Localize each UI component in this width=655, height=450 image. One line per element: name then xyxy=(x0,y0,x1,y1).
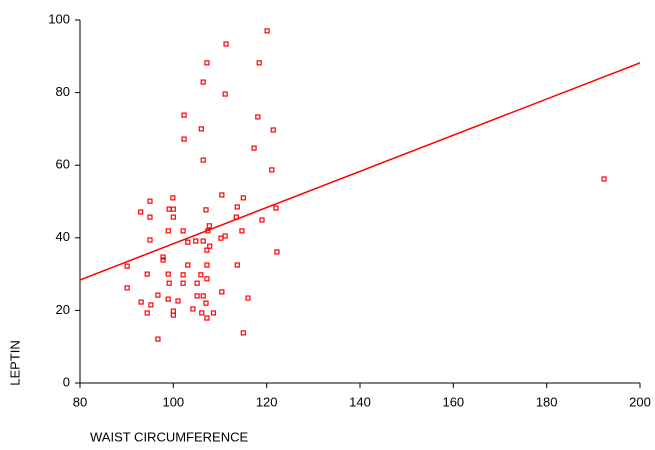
point xyxy=(240,195,246,201)
point xyxy=(160,257,166,263)
point xyxy=(204,315,210,321)
point xyxy=(165,296,171,302)
point xyxy=(185,239,191,245)
point xyxy=(251,145,257,151)
point xyxy=(222,91,228,97)
point xyxy=(170,206,176,212)
point xyxy=(203,207,209,213)
point xyxy=(245,295,251,301)
point xyxy=(198,272,204,278)
point xyxy=(222,233,228,239)
x-tick-label: 140 xyxy=(349,394,371,409)
x-tick-label: 200 xyxy=(629,394,651,409)
point xyxy=(170,214,176,220)
point xyxy=(200,238,206,244)
point xyxy=(180,280,186,286)
point xyxy=(180,228,186,234)
point xyxy=(175,298,181,304)
point xyxy=(165,228,171,234)
point xyxy=(194,293,200,299)
x-tick-label: 80 xyxy=(73,394,87,409)
point xyxy=(155,292,161,298)
point xyxy=(165,271,171,277)
point xyxy=(194,280,200,286)
point xyxy=(206,223,212,229)
point xyxy=(204,262,210,268)
point xyxy=(124,263,130,269)
point xyxy=(204,247,210,253)
point xyxy=(203,300,209,306)
point xyxy=(256,60,262,66)
point xyxy=(147,237,153,243)
y-tick-label: 0 xyxy=(63,374,70,389)
point xyxy=(190,306,196,312)
point xyxy=(204,276,210,282)
y-tick-label: 100 xyxy=(48,11,70,26)
point xyxy=(148,302,154,308)
point xyxy=(270,127,276,133)
point xyxy=(144,271,150,277)
x-tick-label: 160 xyxy=(442,394,464,409)
point xyxy=(219,192,225,198)
point xyxy=(219,289,225,295)
point xyxy=(198,126,204,132)
point xyxy=(273,205,279,211)
point xyxy=(207,243,213,249)
point xyxy=(200,293,206,299)
point xyxy=(170,312,176,318)
point xyxy=(204,60,210,66)
point xyxy=(269,167,275,173)
point xyxy=(193,238,199,244)
point xyxy=(274,249,280,255)
y-tick-label: 60 xyxy=(56,157,70,172)
point xyxy=(601,176,607,182)
y-tick-label: 20 xyxy=(56,302,70,317)
point xyxy=(239,228,245,234)
point xyxy=(144,310,150,316)
y-tick-label: 80 xyxy=(56,84,70,99)
point xyxy=(124,285,130,291)
point xyxy=(259,217,265,223)
point xyxy=(200,79,206,85)
point xyxy=(223,41,229,47)
point xyxy=(234,204,240,210)
point xyxy=(264,28,270,34)
y-axis-label: LEPTIN xyxy=(7,340,22,386)
point xyxy=(155,336,161,342)
point xyxy=(138,209,144,215)
point xyxy=(200,157,206,163)
x-tick-label: 100 xyxy=(162,394,184,409)
point xyxy=(255,114,261,120)
point xyxy=(234,262,240,268)
point xyxy=(181,112,187,118)
fit-line xyxy=(79,62,641,281)
y-tick-label: 40 xyxy=(56,229,70,244)
point xyxy=(166,280,172,286)
point xyxy=(170,195,176,201)
point xyxy=(185,262,191,268)
x-axis-label: WAIST CIRCUMFERENCE xyxy=(90,429,249,444)
point xyxy=(166,206,172,212)
point xyxy=(240,330,246,336)
point xyxy=(160,254,166,260)
point xyxy=(199,310,205,316)
point xyxy=(147,198,153,204)
point xyxy=(138,299,144,305)
point xyxy=(181,136,187,142)
point xyxy=(218,235,224,241)
point xyxy=(210,310,217,316)
point xyxy=(147,214,153,220)
x-tick-label: 180 xyxy=(536,394,558,409)
point xyxy=(180,272,186,278)
x-tick-label: 120 xyxy=(256,394,278,409)
